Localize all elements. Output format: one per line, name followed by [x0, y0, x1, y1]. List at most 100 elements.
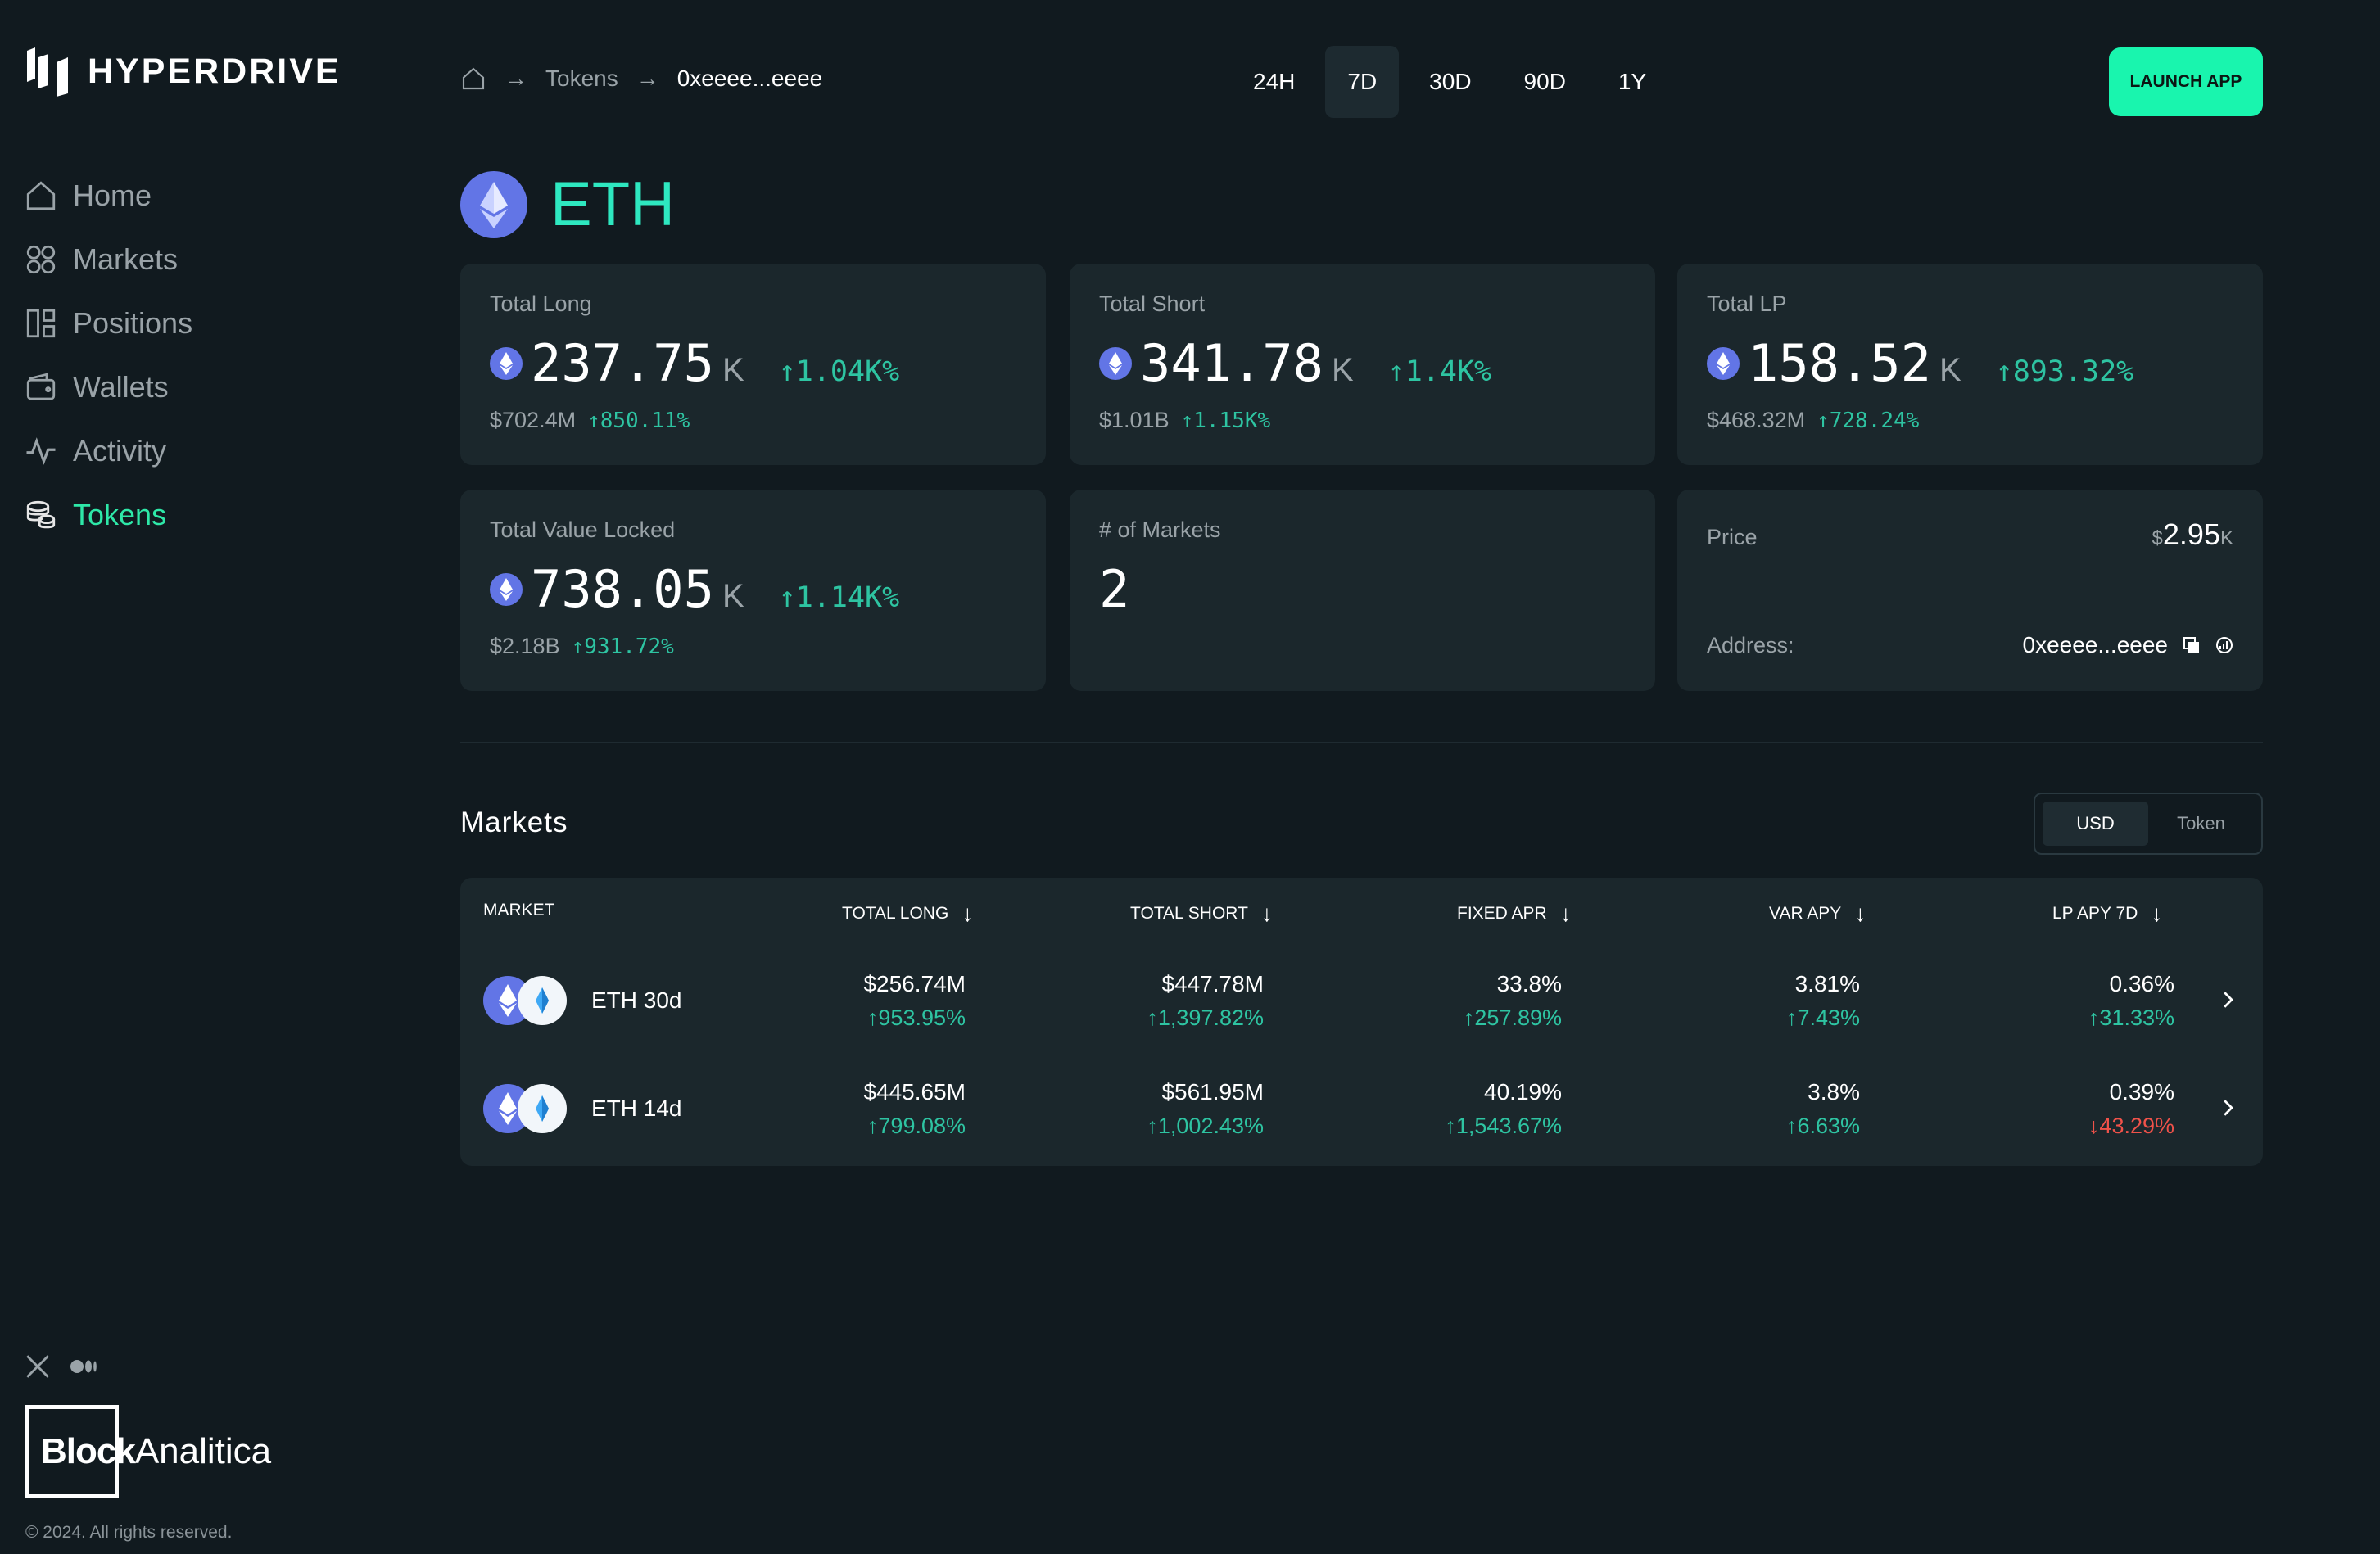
card-total-lp: Total LP 158.52 K ↑893.32% $468.32M ↑728.…	[1677, 264, 2263, 465]
block-analitica-logo[interactable]: BlockAnalitica	[25, 1405, 271, 1498]
card-total-value-locked: Total Value Locked 738.05 K ↑1.14K% $2.18…	[460, 490, 1046, 691]
col-market[interactable]: MARKET	[483, 901, 555, 919]
cell-lp-apy: 0.39% ↓43.29%	[2088, 1078, 2174, 1138]
sidebar-item-label: Tokens	[73, 498, 167, 531]
market-token-pair	[483, 1084, 568, 1133]
sidebar-item-label: Positions	[73, 306, 193, 340]
card-change: ↑1.4K%	[1387, 355, 1492, 388]
x-twitter-icon[interactable]	[24, 1353, 52, 1380]
card-usd-change: ↑1.15K%	[1180, 409, 1271, 433]
col-total-long[interactable]: TOTAL LONG ↓	[842, 901, 974, 926]
home-icon	[26, 181, 56, 210]
market-name: ETH 14d	[591, 1095, 682, 1121]
period-30d[interactable]: 30D	[1429, 69, 1472, 94]
medium-icon[interactable]	[70, 1357, 97, 1376]
cell-fixed-apr: 33.8% ↑257.89%	[1463, 970, 1562, 1030]
sidebar-item-label: Markets	[73, 242, 179, 276]
cell-lp-apy: 0.36% ↑31.33%	[2088, 970, 2174, 1030]
hyperdrive-eth-icon	[518, 1084, 567, 1133]
eth-icon	[1099, 346, 1132, 380]
col-lp-apy[interactable]: LP APY 7D ↓	[2052, 901, 2163, 926]
chevron-right-icon[interactable]	[2215, 987, 2240, 1012]
sidebar-item-label: Activity	[73, 434, 167, 468]
card-usd: $468.32M	[1707, 408, 1806, 432]
card-change: ↑1.04K%	[778, 355, 900, 388]
currency-toggle: USD Token	[2034, 793, 2263, 855]
card-label: Total LP	[1707, 291, 1787, 316]
explorer-icon[interactable]	[2215, 636, 2233, 654]
card-usd: $2.18B	[490, 634, 560, 658]
section-divider	[460, 742, 2263, 743]
cell-total-long: $445.65M ↑799.08%	[863, 1078, 966, 1138]
eth-icon	[483, 1084, 532, 1133]
sidebar-nav: Home Markets Positions Wallets Activity …	[24, 164, 192, 547]
sidebar-item-tokens[interactable]: Tokens	[24, 483, 192, 547]
breadcrumb-tokens[interactable]: Tokens	[545, 66, 618, 91]
card-unit: K	[722, 352, 744, 388]
period-1y[interactable]: 1Y	[1618, 69, 1647, 94]
col-var-apy[interactable]: VAR APY ↓	[1769, 901, 1866, 926]
period-24h[interactable]: 24H	[1253, 69, 1296, 94]
card-change: ↑893.32%	[1995, 355, 2134, 388]
card-usd: $702.4M	[490, 408, 577, 432]
card-label: # of Markets	[1099, 517, 1221, 542]
markets-icon	[26, 245, 56, 274]
card-price: Price $2.95K Address: 0xeeee...eeee	[1677, 490, 2263, 691]
token-address: 0xeeee...eeee	[2022, 632, 2169, 657]
eth-icon	[483, 976, 532, 1025]
market-cell: ETH 14d	[483, 1055, 682, 1163]
toggle-usd[interactable]: USD	[2043, 802, 2148, 846]
brand-logo[interactable]: HYPERDRIVE	[24, 46, 342, 97]
copy-icon[interactable]	[2183, 636, 2201, 654]
cell-var-apy: 3.81% ↑7.43%	[1785, 970, 1860, 1030]
card-usd-change: ↑728.24%	[1817, 409, 1920, 433]
wallet-icon	[26, 373, 56, 400]
card-label: Total Value Locked	[490, 517, 676, 542]
token-header: ETH	[460, 169, 675, 240]
sort-arrow-icon: ↓	[1260, 901, 1273, 926]
table-row[interactable]: ETH 14d $445.65M ↑799.08% $561.95M ↑1,002.…	[460, 1055, 2263, 1163]
arrow-right-icon: →	[636, 66, 659, 91]
toggle-token[interactable]: Token	[2177, 813, 2225, 833]
cell-total-short: $561.95M ↑1,002.43%	[1147, 1078, 1264, 1138]
card-usd: $1.01B	[1099, 408, 1170, 432]
arrow-right-icon: →	[505, 66, 527, 91]
col-total-short[interactable]: TOTAL SHORT ↓	[1130, 901, 1273, 926]
markets-title: Markets	[460, 806, 568, 838]
launch-app-button[interactable]: LAUNCH APP	[2109, 47, 2263, 116]
markets-table: MARKET TOTAL LONG ↓ TOTAL SHORT ↓ FIXED AP…	[460, 878, 2263, 1166]
home-icon[interactable]	[460, 66, 486, 92]
card-total-long: Total Long 237.75 K ↑1.04K% $702.4M ↑850.…	[460, 264, 1046, 465]
card-value: 2	[1099, 559, 1130, 619]
market-token-pair	[483, 976, 568, 1025]
card-unit: K	[722, 578, 744, 614]
sort-arrow-icon: ↓	[962, 901, 974, 926]
eth-icon	[490, 572, 523, 606]
sidebar-item-wallets[interactable]: Wallets	[24, 355, 192, 419]
card-markets-count: # of Markets 2	[1070, 490, 1655, 691]
card-unit: K	[1939, 352, 1961, 388]
price-value: $2.95K	[2152, 517, 2233, 551]
card-usd-change: ↑931.72%	[571, 635, 674, 659]
period-90d[interactable]: 90D	[1523, 69, 1566, 94]
brand-name: HYPERDRIVE	[88, 51, 342, 91]
sidebar-item-activity[interactable]: Activity	[24, 419, 192, 483]
card-change: ↑1.14K%	[778, 581, 900, 614]
block-analitica-box: BlockAnalitica	[25, 1405, 271, 1498]
card-value: 738.05	[531, 559, 714, 619]
sidebar-item-home[interactable]: Home	[24, 164, 192, 228]
col-fixed-apr[interactable]: FIXED APR ↓	[1457, 901, 1572, 926]
chevron-right-icon[interactable]	[2215, 1095, 2240, 1120]
market-name: ETH 30d	[591, 987, 682, 1013]
sidebar-item-positions[interactable]: Positions	[24, 291, 192, 355]
sidebar-item-label: Wallets	[73, 370, 169, 404]
token-symbol: ETH	[550, 169, 675, 239]
sidebar-item-markets[interactable]: Markets	[24, 228, 192, 291]
table-row[interactable]: ETH 30d $256.74M ↑953.95% $447.78M ↑1,397.…	[460, 946, 2263, 1055]
card-value: 237.75	[531, 333, 714, 393]
tokens-icon	[26, 500, 56, 529]
card-value: 158.52	[1748, 333, 1931, 393]
cell-var-apy: 3.8% ↑6.63%	[1785, 1078, 1860, 1138]
breadcrumb-current: 0xeeee...eeee	[676, 66, 823, 91]
period-7d[interactable]: 7D	[1325, 46, 1400, 118]
